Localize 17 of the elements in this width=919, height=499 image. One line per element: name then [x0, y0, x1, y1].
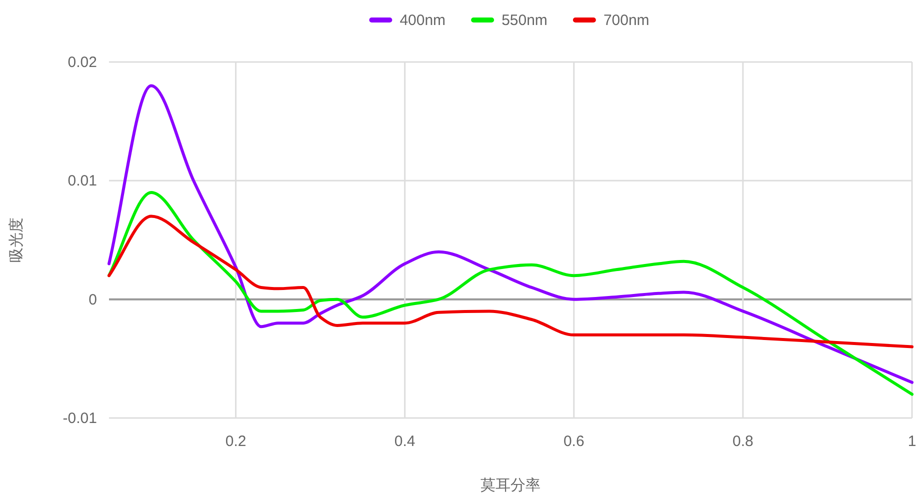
- legend-label: 700nm: [603, 12, 650, 29]
- x-tick-label: 1: [908, 433, 916, 450]
- x-tick-label: 0.4: [394, 433, 416, 450]
- line-series: [108, 191, 914, 396]
- x-axis-title: 莫耳分率: [480, 477, 540, 494]
- legend-label: 400nm: [400, 12, 446, 29]
- line-series: [108, 84, 914, 384]
- x-tick-label: 0.6: [563, 433, 584, 450]
- line-series: [108, 214, 914, 348]
- y-tick-label: 0.01: [68, 172, 97, 190]
- y-tick-label: -0.01: [62, 410, 97, 427]
- x-tick-label: 0.8: [732, 433, 754, 450]
- y-tick-label: 0.02: [68, 54, 97, 71]
- x-tick-label: 0.2: [225, 433, 246, 450]
- y-tick-label: 0: [88, 291, 97, 308]
- y-axis-title: 吸光度: [8, 218, 25, 262]
- legend-label: 550nm: [502, 12, 548, 29]
